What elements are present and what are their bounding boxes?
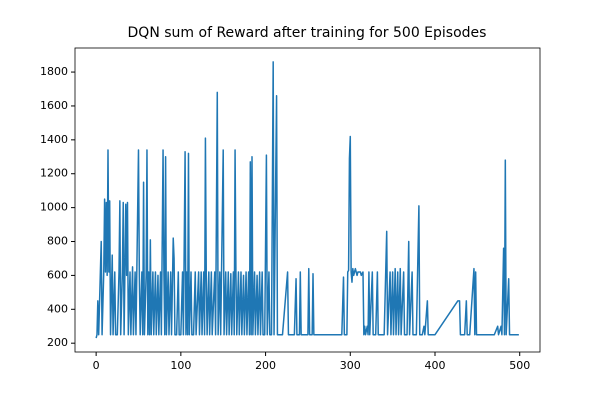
y-tick-label: 1800 <box>40 65 68 78</box>
x-tick-label: 100 <box>170 359 191 372</box>
x-tick-label: 500 <box>509 359 530 372</box>
x-tick-label: 300 <box>340 359 361 372</box>
y-tick-label: 200 <box>47 336 68 349</box>
chart-title: DQN sum of Reward after training for 500… <box>128 25 487 41</box>
x-tick-label: 200 <box>255 359 276 372</box>
axes-frame <box>74 47 541 353</box>
y-tick-label: 1200 <box>40 167 68 180</box>
x-tick-label: 0 <box>93 359 100 372</box>
y-tick-label: 1600 <box>40 99 68 112</box>
y-tick-label: 1000 <box>40 201 68 214</box>
y-tick-label: 800 <box>47 235 68 248</box>
x-tick-label: 400 <box>424 359 445 372</box>
y-tick-label: 1400 <box>40 133 68 146</box>
y-tick-label: 600 <box>47 268 68 281</box>
data-line <box>95 61 519 339</box>
y-tick-label: 400 <box>47 302 68 315</box>
